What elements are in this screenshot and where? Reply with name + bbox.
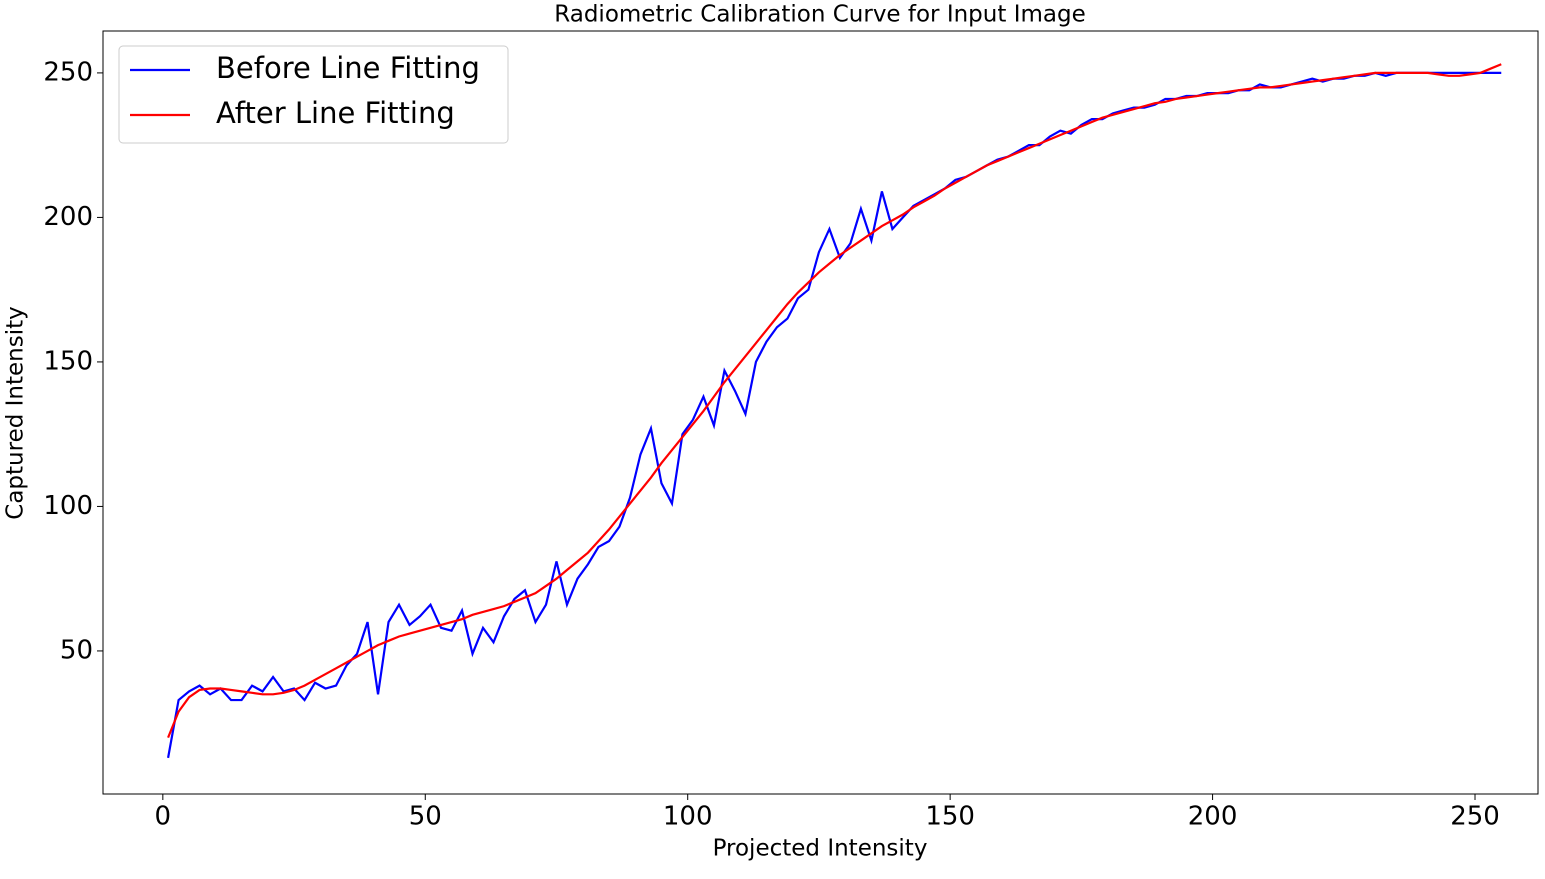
x-tick-label: 250 (1450, 802, 1500, 832)
legend: Before Line Fitting After Line Fitting (118, 45, 509, 144)
y-tick-label: 100 (43, 491, 93, 521)
data-line (167, 63, 1502, 739)
y-axis-label: Captured Intensity (3, 306, 29, 519)
plot-frame (102, 30, 1539, 795)
y-tick-label: 200 (43, 202, 93, 232)
x-tick-label: 200 (1188, 802, 1238, 832)
legend-box (118, 45, 509, 144)
data-line (167, 71, 1502, 759)
x-tick-label: 50 (409, 802, 442, 832)
legend-label: After Line Fitting (216, 96, 455, 130)
legend-label: Before Line Fitting (216, 51, 480, 85)
x-tick-label: 100 (663, 802, 713, 832)
y-tick-label: 150 (43, 346, 93, 376)
x-tick-label: 0 (155, 802, 172, 832)
x-axis-label: Projected Intensity (713, 836, 928, 862)
chart-title: Radiometric Calibration Curve for Input … (554, 2, 1085, 28)
y-tick-label: 250 (43, 57, 93, 87)
x-tick-label: 150 (925, 802, 975, 832)
y-tick-label: 50 (60, 635, 93, 665)
